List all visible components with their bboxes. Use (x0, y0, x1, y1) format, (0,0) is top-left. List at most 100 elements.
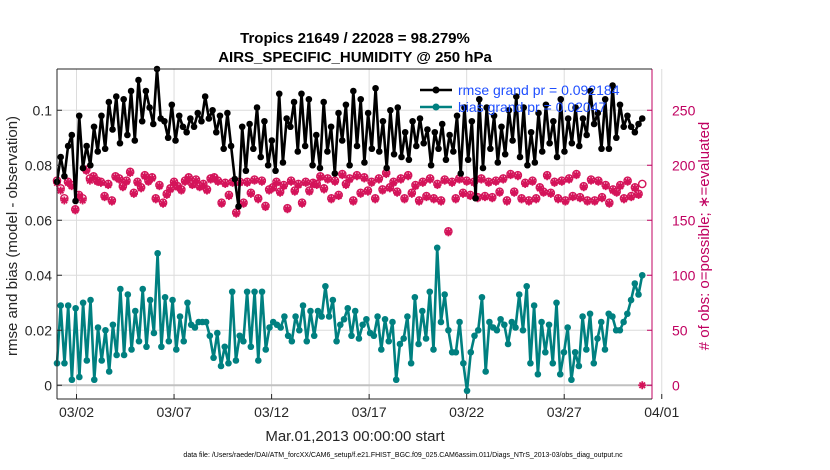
rmse-point (235, 203, 242, 210)
obs-evaluated-point (341, 181, 350, 190)
obs-evaluated-point (56, 186, 65, 195)
rmse-point (209, 106, 216, 114)
bias-point (299, 302, 307, 309)
rmse-point (79, 164, 87, 172)
bias-point (467, 348, 475, 356)
x-tick-label: 03/02 (59, 404, 94, 420)
bias-point (143, 343, 150, 351)
rmse-point (427, 161, 435, 169)
rmse-point (598, 145, 605, 153)
rmse-point (198, 117, 205, 125)
bias-point (72, 304, 79, 312)
obs-evaluated-point (587, 176, 596, 185)
obs-evaluated-point (316, 173, 325, 182)
rmse-point (594, 109, 602, 117)
obs-evaluated-point (491, 177, 500, 186)
bias-point (76, 373, 83, 381)
obs-evaluated-point (557, 177, 566, 186)
obs-evaluated-point (568, 193, 577, 202)
bias-point (370, 332, 378, 340)
obs-evaluated-point (502, 197, 511, 206)
y-left-tick-label: 0.08 (25, 157, 52, 173)
bias-point (433, 244, 441, 252)
rmse-point (290, 98, 298, 106)
obs-evaluated-point (477, 175, 486, 184)
bias-point (497, 315, 504, 323)
bias-point (627, 296, 635, 304)
bias-point (594, 335, 601, 342)
rmse-point (216, 112, 224, 120)
obs-evaluated-point (400, 195, 409, 204)
rmse-point (487, 145, 494, 153)
x-tick-label: 03/12 (254, 404, 289, 420)
chart-title-line1: Tropics 21649 / 22028 = 98.279% (240, 30, 470, 47)
x-tick-label: 03/27 (547, 404, 582, 420)
bias-point (109, 321, 117, 329)
obs-evaluated-point (352, 172, 361, 181)
obs-evaluated-point (455, 175, 464, 184)
obs-evaluated-point (389, 178, 398, 187)
rmse-point (112, 93, 120, 100)
bias-point (381, 315, 389, 323)
bias-point (225, 359, 232, 367)
rmse-point (294, 148, 302, 155)
rmse-point (490, 112, 498, 120)
rmse-point (361, 159, 368, 166)
obs-evaluated-point (367, 178, 376, 187)
rmse-point (590, 120, 598, 128)
bias-point (538, 318, 545, 326)
rmse-point (516, 153, 524, 161)
rmse-point (127, 87, 135, 95)
rmse-point (324, 148, 331, 155)
rmse-point (272, 167, 279, 175)
bias-point (169, 296, 176, 304)
bias-point (549, 359, 557, 367)
bias-point (158, 343, 165, 351)
bias-point (616, 326, 624, 334)
obs-evaluated-point (374, 175, 383, 184)
bias-point (508, 318, 516, 326)
obs-evaluated-point (239, 199, 248, 208)
obs-evaluated-point (327, 195, 336, 204)
rmse-point (364, 109, 372, 117)
rmse-point (601, 95, 609, 103)
bias-point (396, 340, 404, 348)
rmse-point (150, 120, 157, 128)
rmse-point (542, 101, 550, 109)
obs-evaluated-point (495, 188, 504, 197)
rmse-point (131, 137, 139, 144)
bias-point (609, 313, 616, 320)
y-right-tick-label: 50 (672, 322, 688, 338)
rmse-point (431, 128, 439, 136)
rmse-point (387, 106, 394, 114)
rmse-point (183, 128, 190, 136)
obs-evaluated-point (378, 186, 387, 195)
bias-point (176, 313, 184, 320)
obs-evaluated-point (583, 197, 592, 206)
bias-point (348, 332, 355, 340)
obs-evaluated-point (418, 178, 427, 187)
bias-point (232, 357, 240, 364)
obs-evaluated-point (221, 179, 230, 188)
bias-line (55, 246, 644, 393)
legend-bias-marker (432, 103, 440, 111)
rmse-point (572, 104, 579, 111)
rmse-point (372, 84, 379, 92)
obs-evaluated-point (334, 192, 343, 201)
bias-point (262, 346, 270, 353)
x-tick-label: 03/22 (449, 404, 484, 420)
obs-evaluated-point (590, 197, 599, 206)
bias-point (120, 351, 128, 359)
rmse-point (468, 117, 476, 125)
obs-evaluated-point (404, 172, 413, 181)
rmse-point (442, 156, 450, 164)
rmse-point (613, 134, 620, 142)
rmse-point (631, 128, 639, 136)
rmse-point (101, 145, 109, 153)
obs-evaluated-point (323, 175, 332, 184)
rmse-point (316, 164, 324, 172)
rmse-point (261, 117, 268, 125)
rmse-point (627, 123, 635, 131)
rmse-point (238, 123, 246, 131)
y-left-tick-label: 0 (44, 377, 52, 393)
